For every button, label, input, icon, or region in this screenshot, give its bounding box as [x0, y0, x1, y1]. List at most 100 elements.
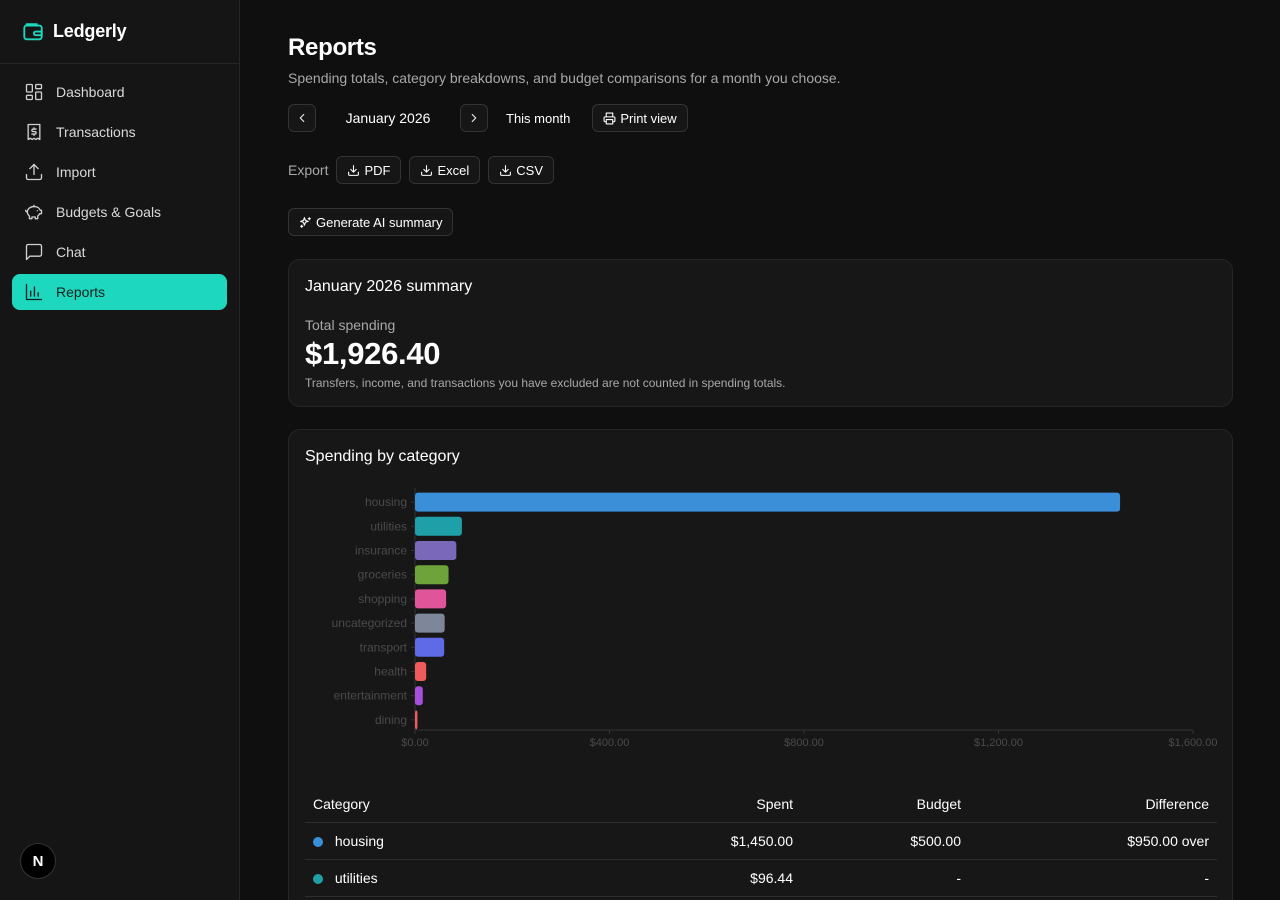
current-month: January 2026	[345, 110, 431, 126]
category-cell: utilities	[305, 859, 605, 897]
y-tick-label: transport	[360, 640, 408, 654]
sidebar-item-dashboard[interactable]: Dashboard	[12, 74, 227, 110]
col-difference: Difference	[969, 786, 1217, 823]
y-tick-label: entertainment	[334, 689, 408, 703]
difference-cell: -	[969, 859, 1217, 897]
y-tick-label: groceries	[358, 568, 407, 582]
download-icon	[500, 164, 512, 176]
sidebar-item-label: Chat	[56, 244, 86, 260]
category-table: Category Spent Budget Difference housing…	[305, 786, 1217, 897]
y-tick-label: shopping	[358, 592, 407, 606]
page-subtitle: Spending totals, category breakdowns, an…	[288, 70, 841, 86]
y-tick-label: uncategorized	[332, 616, 407, 630]
receipt-icon	[27, 123, 41, 141]
export-excel-button[interactable]: Excel	[409, 156, 481, 184]
sidebar-item-label: Reports	[56, 284, 106, 300]
bar	[415, 516, 462, 536]
wallet-icon	[23, 22, 43, 40]
this-month-button[interactable]: This month	[506, 110, 571, 126]
previous-month-button[interactable]	[288, 104, 316, 132]
generate-ai-summary-button[interactable]: Generate AI summary	[288, 208, 454, 236]
sidebar-nav: Dashboard Transactions Import	[0, 64, 239, 324]
difference-cell: $950.00 over	[969, 822, 1217, 860]
bar	[415, 565, 449, 585]
category-name: housing	[334, 832, 384, 849]
dev-badge[interactable]: N	[20, 843, 56, 879]
category-color-dot	[313, 873, 323, 884]
summary-title: January 2026 summary	[305, 278, 473, 295]
x-tick-label: $1,600.00	[1169, 737, 1218, 749]
sidebar-item-label: Budgets & Goals	[56, 204, 162, 220]
y-tick-label: insurance	[355, 544, 407, 558]
budget-cell: -	[801, 859, 969, 897]
export-csv-button[interactable]: CSV	[488, 156, 554, 184]
summary-note: Transfers, income, and transactions you …	[305, 376, 786, 390]
total-spending-label: Total spending	[305, 317, 396, 333]
app-name: Ledgerly	[53, 21, 127, 41]
ai-summary-row: Generate AI summary	[288, 208, 454, 236]
next-month-button[interactable]	[460, 104, 488, 132]
spent-cell: $1,450.00	[605, 822, 801, 860]
brand[interactable]: Ledgerly	[0, 0, 239, 64]
sidebar: Ledgerly Dashboard Transactions	[0, 0, 240, 900]
category-title: Spending by category	[305, 448, 460, 465]
export-pdf-label: PDF	[364, 162, 391, 178]
export-pdf-button[interactable]: PDF	[336, 156, 402, 184]
chat-icon	[25, 243, 43, 261]
table-row: housing $1,450.00 $500.00 $950.00 over	[305, 822, 1217, 860]
sidebar-item-chat[interactable]: Chat	[12, 234, 227, 270]
export-csv-label: CSV	[516, 162, 543, 178]
x-tick-label: $0.00	[401, 737, 429, 749]
sidebar-item-transactions[interactable]: Transactions	[12, 114, 227, 150]
x-tick-label: $1,200.00	[974, 737, 1023, 749]
col-spent: Spent	[605, 786, 801, 823]
page-title: Reports	[288, 34, 377, 61]
bar	[415, 662, 427, 681]
y-tick-label: housing	[365, 495, 407, 509]
table-row: utilities $96.44 - -	[305, 859, 1217, 897]
download-icon	[348, 164, 360, 176]
category-cell: housing	[305, 822, 605, 860]
y-tick-label: health	[374, 665, 407, 679]
upload-icon	[25, 163, 43, 181]
sidebar-item-budgets-goals[interactable]: Budgets & Goals	[12, 194, 227, 230]
spent-cell: $96.44	[605, 859, 801, 897]
generate-ai-summary-label: Generate AI summary	[316, 214, 443, 230]
printer-icon	[603, 112, 616, 124]
y-tick-label: utilities	[370, 519, 407, 533]
bar	[415, 637, 445, 657]
total-spending-value: $1,926.40	[305, 336, 441, 371]
budget-cell: $500.00	[801, 822, 969, 860]
export-row: Export PDF Excel CSV	[288, 156, 562, 184]
col-category: Category	[305, 786, 605, 823]
sidebar-item-import[interactable]: Import	[12, 154, 227, 190]
summary-card: January 2026 summary Total spending $1,9…	[288, 259, 1233, 407]
print-view-button[interactable]: Print view	[592, 104, 688, 132]
x-tick-label: $400.00	[590, 737, 630, 749]
chevron-left-icon	[299, 113, 305, 123]
dashboard-icon	[25, 83, 43, 101]
bar	[415, 541, 457, 560]
category-color-dot	[313, 836, 323, 847]
x-tick-label: $800.00	[784, 737, 824, 749]
col-budget: Budget	[801, 786, 969, 823]
sidebar-item-label: Transactions	[56, 124, 136, 140]
y-tick-label: dining	[375, 713, 407, 727]
export-excel-label: Excel	[437, 162, 470, 178]
month-selector: January 2026 This month Print view	[288, 104, 688, 132]
bar	[415, 710, 418, 730]
sparkles-icon	[300, 216, 311, 228]
sidebar-item-label: Dashboard	[56, 84, 125, 100]
table-header-row: Category Spent Budget Difference	[305, 786, 1217, 823]
print-view-label: Print view	[620, 110, 677, 126]
bar	[415, 613, 445, 633]
chevron-right-icon	[471, 113, 477, 123]
category-bar-chart: housing utilities insurance groceries shoppi…	[332, 488, 1218, 749]
category-name: utilities	[334, 869, 378, 886]
sidebar-item-label: Import	[56, 164, 96, 180]
download-icon	[421, 164, 433, 176]
piggy-bank-icon	[25, 204, 43, 220]
bar	[415, 589, 447, 609]
export-label: Export	[288, 162, 329, 178]
sidebar-item-reports[interactable]: Reports	[12, 274, 227, 310]
